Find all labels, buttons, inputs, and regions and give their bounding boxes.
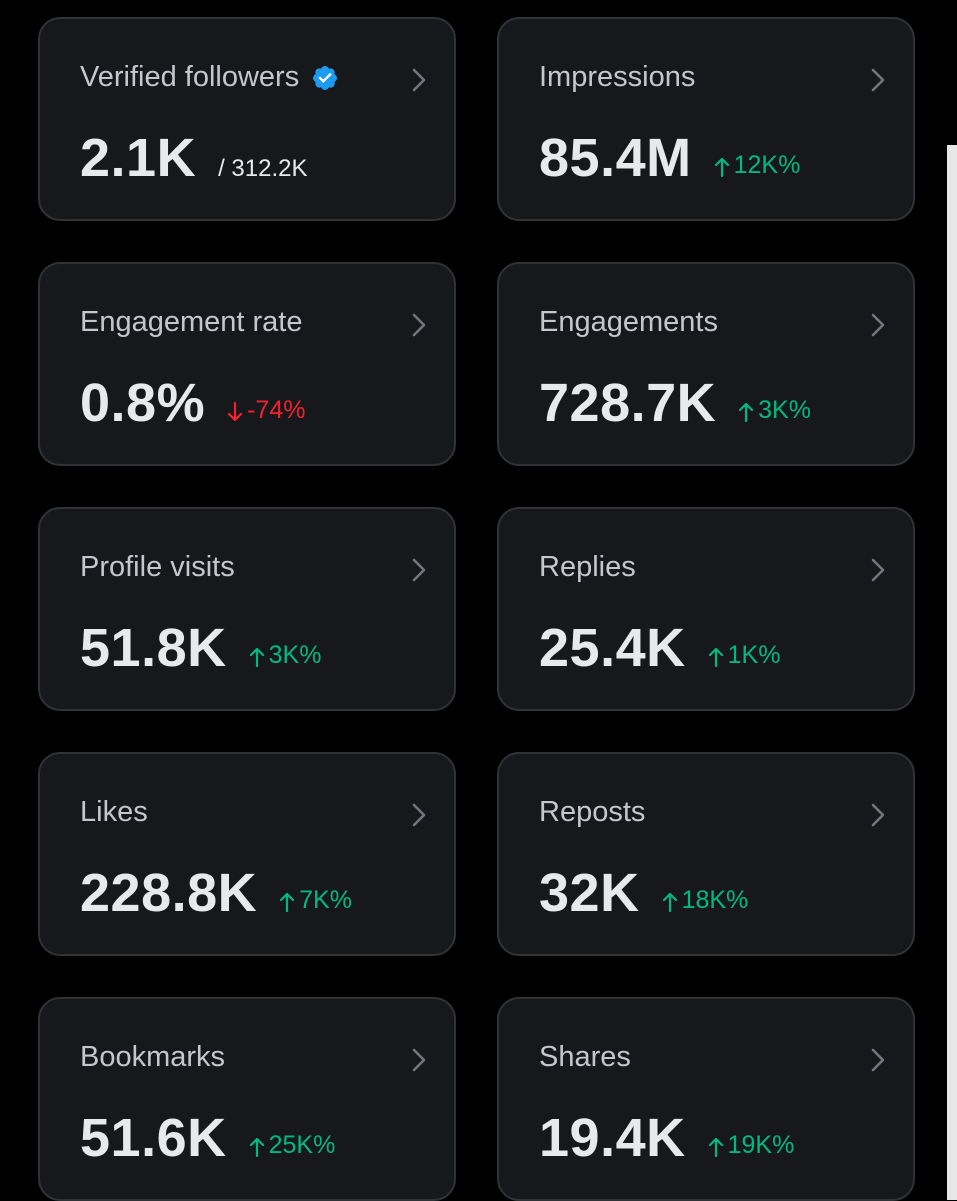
scrollbar[interactable] [947,145,957,1200]
metric-change: 1K% [708,640,781,670]
card-title: Bookmarks [80,1041,225,1074]
metric-value: 228.8K [80,863,258,923]
metric-change-value: 3K% [268,640,322,669]
metric-row: 51.8K 3K% [80,617,321,679]
card-title-label: Profile visits [80,551,235,583]
chevron-right-icon[interactable] [408,65,430,95]
metric-row: 85.4M 12K% [539,127,800,189]
metric-row: 25.4K 1K% [539,617,780,679]
metric-row: 228.8K 7K% [80,862,352,924]
metric-value: 19.4K [539,1108,686,1168]
metric-change-value: 1K% [727,640,781,669]
metric-value: 728.7K [539,373,717,433]
arrow-up-icon [249,647,264,668]
card-engagements[interactable]: Engagements 728.7K 3K% [497,262,915,466]
metric-row: 32K 18K% [539,862,748,924]
metric-value: 0.8% [80,373,206,433]
card-replies[interactable]: Replies 25.4K 1K% [497,507,915,711]
card-profile-visits[interactable]: Profile visits 51.8K 3K% [38,507,456,711]
arrow-up-icon [662,892,677,913]
card-reposts[interactable]: Reposts 32K 18K% [497,752,915,956]
chevron-right-icon[interactable] [867,310,889,340]
card-title: Replies [539,551,636,584]
card-likes[interactable]: Likes 228.8K 7K% [38,752,456,956]
card-title: Engagement rate [80,306,302,339]
metric-change: 3K% [738,396,811,425]
analytics-cards-grid: Verified followers 2.1K / 312.2K Impress… [38,17,915,1201]
metric-change: 7K% [279,886,352,915]
metric-row: 2.1K / 312.2K [80,127,307,189]
card-shares[interactable]: Shares 19.4K 19K% [497,997,915,1201]
chevron-right-icon[interactable] [408,1045,430,1075]
metric-change-value: 3K% [758,395,811,424]
metric-value: 51.6K [80,1108,227,1168]
chevron-right-icon[interactable] [867,65,889,95]
metric-change-value: 25K% [268,1130,336,1159]
metric-value: 85.4M [539,128,692,188]
metric-value: 25.4K [539,618,686,678]
chevron-right-icon[interactable] [867,1045,889,1075]
metric-change-value: 12K% [733,150,801,179]
card-engagement-rate[interactable]: Engagement rate 0.8% -74% [38,262,456,466]
arrow-up-icon [249,1137,264,1158]
card-title-label: Replies [539,551,636,583]
metric-row: 0.8% -74% [80,372,305,434]
card-title-label: Engagement rate [80,306,303,338]
card-title: Shares [539,1041,631,1074]
metric-change-value: 7K% [299,885,352,914]
card-title: Profile visits [80,551,235,584]
metric-change: 25K% [249,1130,336,1160]
card-title: Engagements [539,306,718,339]
verified-badge-icon [313,65,338,90]
arrow-up-icon [708,647,723,668]
card-title-label: Engagements [539,306,718,338]
metric-value: 51.8K [80,618,227,678]
card-title: Verified followers [80,61,339,94]
arrow-up-icon [739,402,754,423]
chevron-right-icon[interactable] [408,310,430,340]
card-title-label: Likes [80,796,148,828]
metric-change-value: -74% [247,395,306,424]
chevron-right-icon[interactable] [867,555,889,585]
metric-change-value: 19K% [727,1130,795,1159]
metric-change: 3K% [249,640,322,670]
card-title-label: Verified followers [80,61,300,93]
metric-row: 728.7K 3K% [539,372,811,434]
chevron-right-icon[interactable] [867,800,889,830]
arrow-up-icon [714,157,729,178]
metric-change: 18K% [662,885,749,915]
card-title-label: Impressions [539,61,696,93]
metric-row: 51.6K 25K% [80,1107,335,1169]
metric-change: 19K% [708,1130,795,1160]
card-title-label: Reposts [539,796,646,828]
arrow-up-icon [280,892,295,913]
metric-value: 2.1K [80,128,197,188]
metric-change: 12K% [714,150,801,180]
metric-row: 19.4K 19K% [539,1107,794,1169]
chevron-right-icon[interactable] [408,555,430,585]
card-verified-followers[interactable]: Verified followers 2.1K / 312.2K [38,17,456,221]
card-title: Impressions [539,61,695,94]
card-impressions[interactable]: Impressions 85.4M 12K% [497,17,915,221]
card-title-label: Bookmarks [80,1041,226,1073]
card-title: Likes [80,796,148,829]
arrow-up-icon [708,1137,723,1158]
metric-total: / 312.2K [218,155,308,182]
arrow-down-icon [227,401,243,422]
metric-value: 32K [539,863,640,923]
chevron-right-icon[interactable] [408,800,430,830]
card-title-label: Shares [539,1041,631,1073]
card-title: Reposts [539,796,645,829]
card-bookmarks[interactable]: Bookmarks 51.6K 25K% [38,997,456,1201]
metric-change: -74% [227,396,305,425]
metric-change-value: 18K% [681,885,749,914]
